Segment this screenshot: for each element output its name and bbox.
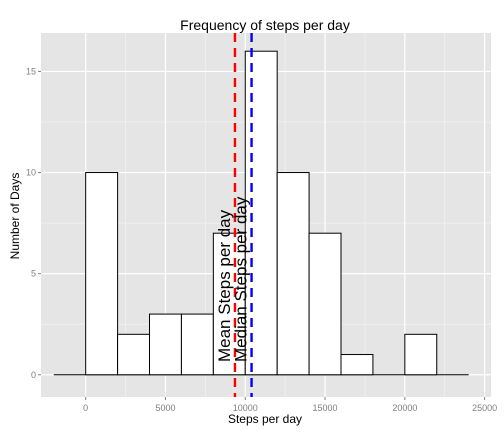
x-tick-label: 15000 bbox=[313, 403, 338, 413]
y-tick-label: 10 bbox=[26, 168, 36, 178]
histogram-bar bbox=[117, 333, 151, 376]
y-axis-label: Number of Days bbox=[8, 173, 22, 260]
histogram-bar bbox=[149, 313, 182, 376]
y-tick-label: 15 bbox=[26, 66, 36, 76]
x-tick-label: 20000 bbox=[392, 403, 417, 413]
x-tick-label: 10000 bbox=[233, 403, 258, 413]
x-tick-label: 5000 bbox=[155, 403, 175, 413]
histogram-bar bbox=[85, 172, 119, 376]
x-tick-label: 25000 bbox=[472, 403, 497, 413]
y-axis-ticks: 0 5 10 15 bbox=[26, 66, 41, 380]
y-tick-label: 0 bbox=[31, 370, 36, 380]
x-tick-label: 0 bbox=[83, 403, 88, 413]
histogram-bar bbox=[180, 313, 214, 376]
median-line-label: Median Steps per day bbox=[232, 196, 251, 362]
y-tick-label: 5 bbox=[31, 269, 36, 279]
chart-title: Frequency of steps per day bbox=[180, 17, 350, 33]
histogram-bar bbox=[340, 354, 374, 376]
x-axis-label: Steps per day bbox=[228, 412, 302, 426]
mean-line-label: Mean Steps per day bbox=[215, 209, 234, 362]
histogram-bar bbox=[276, 172, 310, 376]
histogram-bar bbox=[308, 232, 342, 376]
x-axis-ticks: 0 5000 10000 15000 20000 25000 bbox=[83, 397, 497, 413]
histogram-bar bbox=[404, 333, 438, 376]
